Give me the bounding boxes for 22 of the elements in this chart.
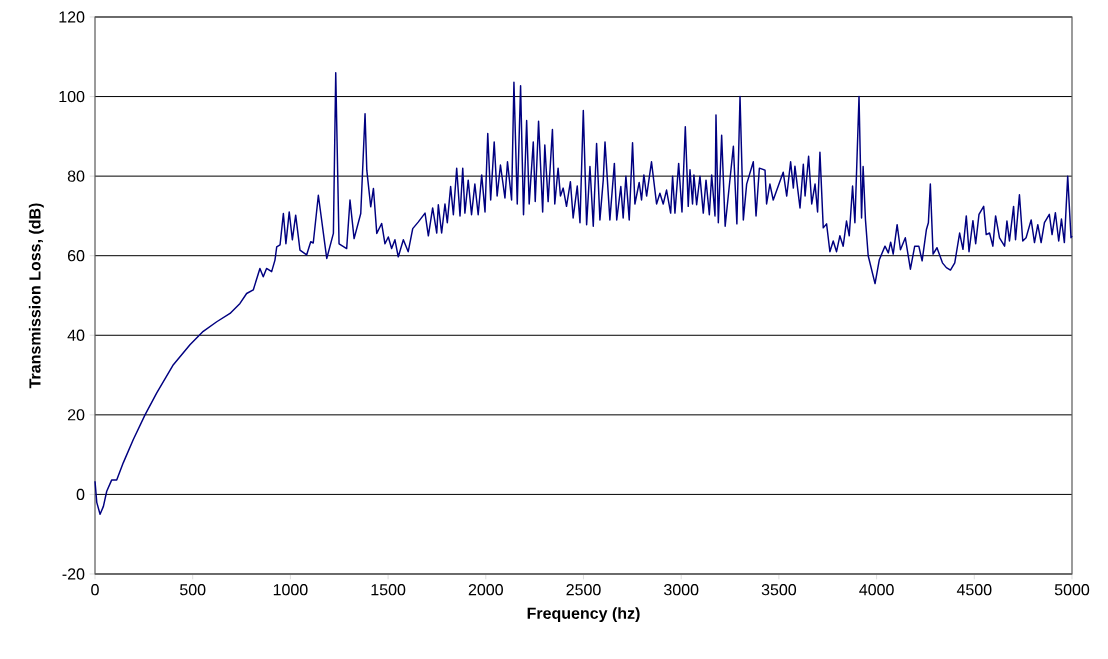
y-tick-label: 0 xyxy=(76,488,85,501)
x-tick-label: 2000 xyxy=(468,584,503,596)
y-tick-label: 100 xyxy=(59,90,85,103)
x-tick-label: 500 xyxy=(180,584,206,596)
line-series xyxy=(94,71,1073,516)
x-tick-label: 5000 xyxy=(1054,584,1090,596)
x-tick-label: 2500 xyxy=(566,584,601,596)
x-tick-label: 3500 xyxy=(761,584,797,596)
y-tick-label: 120 xyxy=(59,11,85,23)
y-tick-label: 40 xyxy=(67,329,85,341)
x-tick-label: 1000 xyxy=(273,584,308,596)
x-tick-label: 3000 xyxy=(664,584,699,596)
y-tick-label: 80 xyxy=(67,170,85,182)
y-tick-label: 60 xyxy=(67,250,85,262)
y-axis-title: Transmission Loss, (dB) xyxy=(28,203,44,389)
x-tick-label: 0 xyxy=(91,584,99,596)
x-tick-label: 1500 xyxy=(371,584,406,596)
x-axis-title: Frequency (hz) xyxy=(527,607,640,623)
y-tick-label: -20 xyxy=(62,568,85,580)
x-tick-label: 4500 xyxy=(956,584,992,596)
y-tick-label: 20 xyxy=(67,409,85,421)
x-tick-label: 4000 xyxy=(859,584,894,596)
